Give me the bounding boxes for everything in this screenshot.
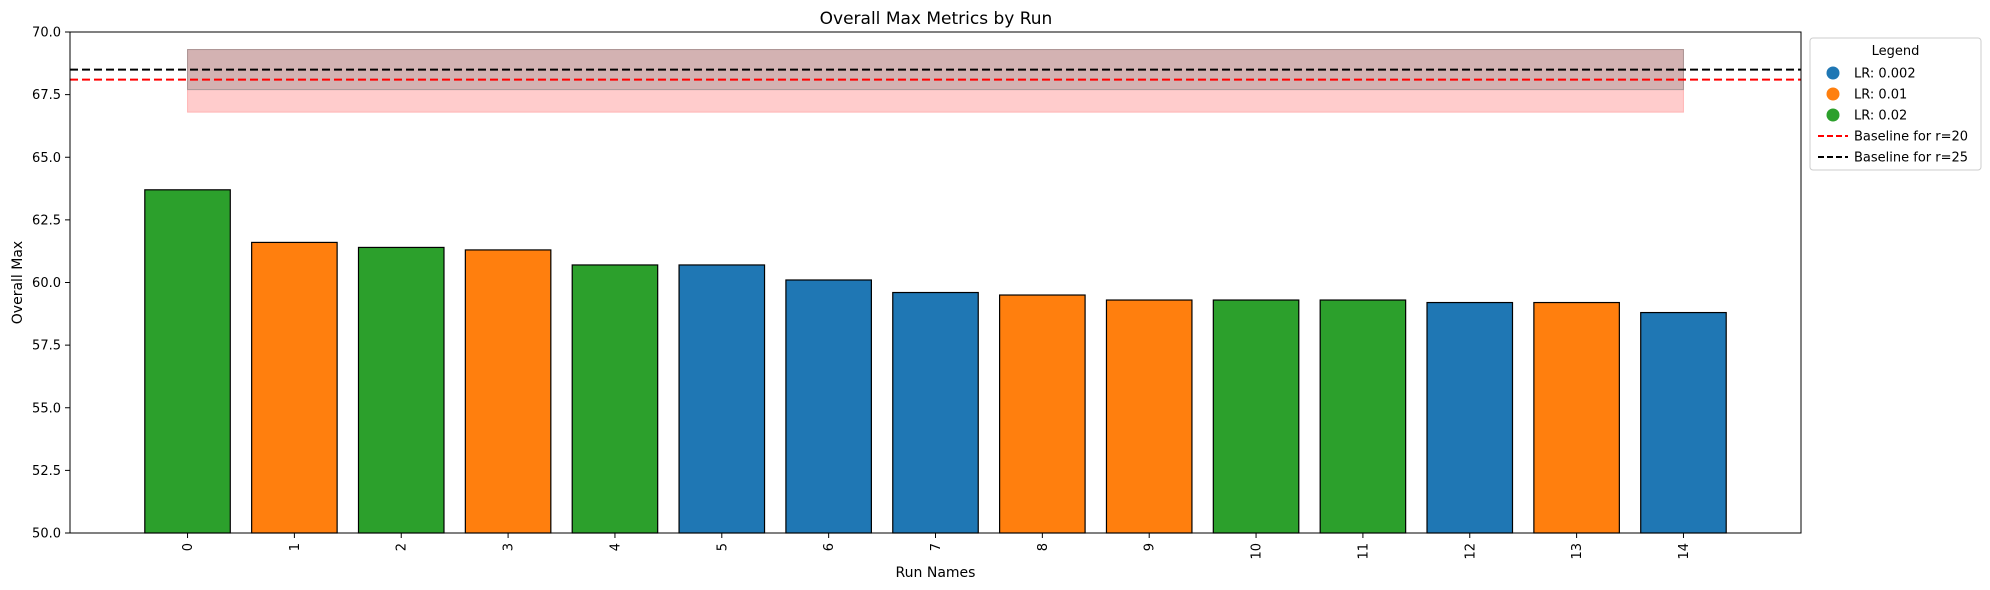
x-tick-label: 5 bbox=[715, 543, 730, 551]
x-axis: 0 1 2 3 4 5 6 7 8 9 10 11 12 13 14 bbox=[181, 533, 1692, 560]
bar bbox=[1640, 311, 1727, 534]
bar bbox=[571, 264, 659, 534]
legend-box bbox=[1809, 37, 1982, 171]
legend-entries: LR: 0.002 LR: 0.01 LR: 0.02 Baseline for r=… bbox=[1818, 66, 1968, 166]
y-tick-label: 67.5 bbox=[32, 88, 61, 103]
legend-marker bbox=[1826, 87, 1840, 101]
y-tick-label: 52.5 bbox=[32, 464, 61, 479]
legend-marker bbox=[1826, 108, 1840, 122]
y-tick-label: 57.5 bbox=[32, 339, 61, 354]
bar bbox=[678, 264, 766, 534]
bar bbox=[785, 279, 872, 534]
y-tick-label: 55.0 bbox=[32, 401, 61, 416]
bar bbox=[464, 249, 552, 534]
chart-title: Overall Max Metrics by Run bbox=[820, 9, 1053, 29]
x-tick-label: 12 bbox=[1463, 543, 1478, 560]
baseline-lines bbox=[70, 68, 1801, 81]
x-tick-label: 0 bbox=[181, 543, 196, 551]
bar bbox=[1212, 299, 1300, 534]
x-tick-label: 3 bbox=[502, 543, 517, 551]
x-tick-label: 14 bbox=[1677, 543, 1692, 560]
legend-label: LR: 0.01 bbox=[1854, 88, 1907, 103]
legend-label: LR: 0.002 bbox=[1854, 67, 1916, 82]
legend-label: Baseline for r=25 bbox=[1854, 151, 1968, 166]
y-tick-label: 62.5 bbox=[32, 213, 61, 228]
bar bbox=[1319, 299, 1407, 534]
bar bbox=[144, 189, 231, 534]
baseline-bands bbox=[187, 49, 1684, 113]
x-axis-label: Run Names bbox=[896, 565, 976, 581]
bar bbox=[1105, 299, 1193, 534]
bar bbox=[892, 291, 979, 534]
y-tick-label: 70.0 bbox=[32, 26, 61, 41]
x-tick-label: 2 bbox=[395, 543, 410, 551]
x-tick-label: 1 bbox=[288, 543, 303, 551]
bars bbox=[144, 189, 1727, 534]
x-tick-label: 9 bbox=[1143, 543, 1158, 551]
legend-marker bbox=[1826, 66, 1840, 80]
y-axis-label: Overall Max bbox=[10, 241, 26, 324]
y-axis: 50.0 52.5 55.0 57.5 60.0 62.5 65.0 67.5 70.0 bbox=[32, 26, 70, 542]
x-tick-label: 6 bbox=[822, 543, 837, 551]
y-tick-label: 50.0 bbox=[32, 527, 61, 542]
x-tick-label: 11 bbox=[1356, 543, 1371, 560]
legend: Legend LR: 0.002 LR: 0.01 LR: 0.02 Baseline… bbox=[1809, 37, 1982, 171]
y-tick-label: 65.0 bbox=[32, 151, 61, 166]
x-tick-label: 7 bbox=[929, 543, 944, 551]
x-tick-label: 8 bbox=[1036, 543, 1051, 551]
x-tick-label: 10 bbox=[1250, 543, 1265, 560]
bar bbox=[251, 241, 338, 534]
x-tick-label: 4 bbox=[608, 543, 623, 551]
legend-title: Legend bbox=[1872, 44, 1920, 59]
bar bbox=[1426, 301, 1514, 534]
bar bbox=[1533, 301, 1620, 534]
bar bbox=[999, 294, 1086, 534]
bar bbox=[357, 246, 445, 534]
legend-label: LR: 0.02 bbox=[1854, 109, 1907, 124]
baseline-band bbox=[187, 49, 1684, 113]
legend-label: Baseline for r=20 bbox=[1854, 130, 1968, 145]
x-tick-label: 13 bbox=[1570, 543, 1585, 560]
y-tick-label: 60.0 bbox=[32, 276, 61, 291]
